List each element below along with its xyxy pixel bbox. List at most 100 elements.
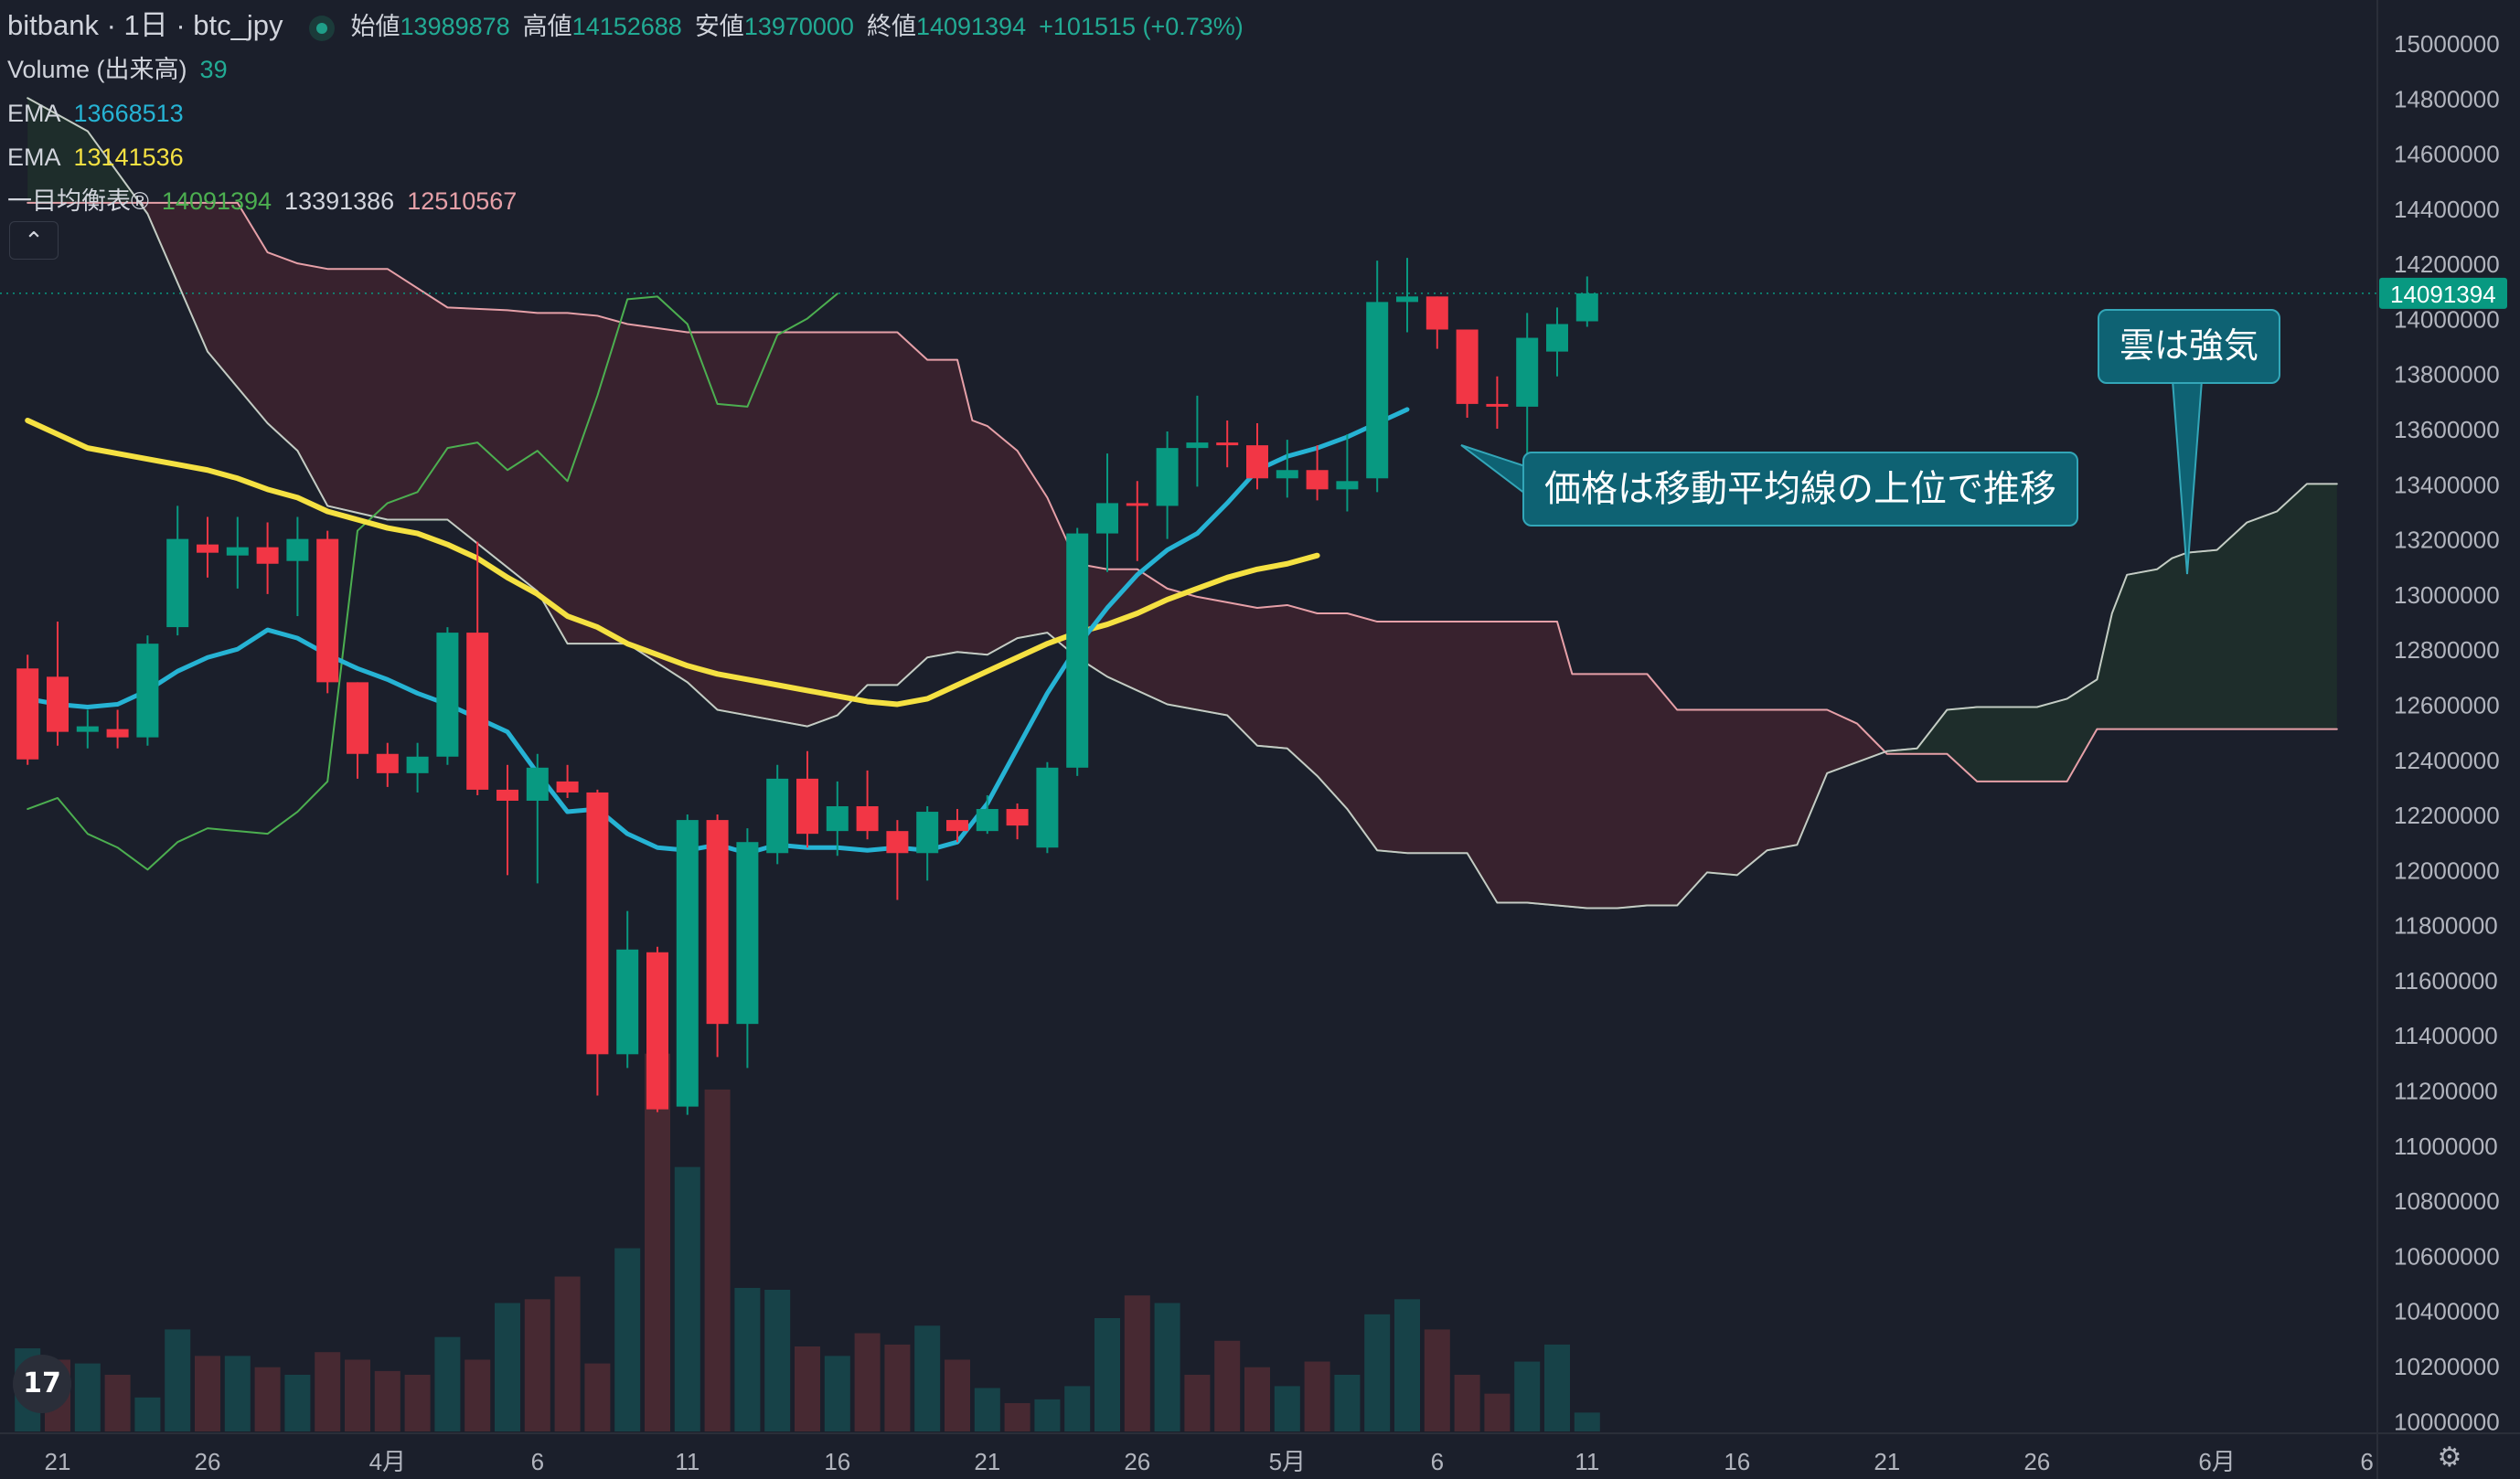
high-label: 高値 xyxy=(522,13,572,40)
x-tick-label: 26 xyxy=(1124,1448,1150,1475)
volume-bar xyxy=(645,1053,670,1431)
volume-bar xyxy=(224,1356,251,1431)
close-label: 終値 xyxy=(866,13,916,40)
candle xyxy=(406,742,429,793)
volume-bar xyxy=(795,1346,820,1431)
volume-value: 39 xyxy=(199,56,228,83)
ichimoku-legend[interactable]: 一目均衡表® 14091394 13391386 12510567 xyxy=(7,179,1244,223)
ichimoku-label: 一目均衡表® xyxy=(7,187,149,215)
candle-body xyxy=(106,729,129,738)
x-tick-label: 11 xyxy=(1575,1448,1599,1475)
candle xyxy=(166,505,189,636)
volume-bar xyxy=(165,1329,191,1431)
candle-body xyxy=(1426,296,1448,330)
volume-bar xyxy=(1484,1393,1511,1431)
symbol-title[interactable]: bitbank · 1日 · btc_jpy xyxy=(7,9,283,41)
y-tick-label: 10800000 xyxy=(2394,1187,2500,1215)
candle xyxy=(226,516,249,589)
volume-bar xyxy=(404,1375,431,1431)
cloud-callout[interactable]: 雲は強気 xyxy=(2098,309,2281,384)
candle-body xyxy=(497,789,518,801)
candle xyxy=(586,789,609,1096)
candle-body xyxy=(1186,442,1209,449)
candle xyxy=(886,820,909,900)
candle xyxy=(1186,395,1209,487)
volume-bar xyxy=(764,1290,791,1431)
x-tick-label: 11 xyxy=(675,1448,699,1475)
candlesticks xyxy=(16,258,1598,1115)
y-tick-label: 14400000 xyxy=(2394,196,2500,223)
candle-body xyxy=(706,820,729,1025)
volume-bar xyxy=(1154,1303,1180,1431)
volume-bar xyxy=(734,1287,761,1431)
x-tick-label: 16 xyxy=(824,1448,850,1475)
candle xyxy=(347,682,368,779)
y-tick-label: 15000000 xyxy=(2394,30,2500,58)
price-callout[interactable]: 価格は移動平均線の上位で推移 xyxy=(1522,452,2078,527)
volume-bar xyxy=(374,1370,400,1431)
candle xyxy=(376,742,399,787)
volume-bar xyxy=(614,1248,641,1431)
candle-body xyxy=(1546,324,1568,352)
last-price-label: 14091394 xyxy=(2390,281,2496,308)
candle xyxy=(1126,481,1148,561)
candle xyxy=(436,627,459,765)
y-tick-label: 10600000 xyxy=(2394,1242,2500,1270)
x-tick-label: 4月 xyxy=(369,1448,406,1475)
x-tick-label: 6 xyxy=(1431,1448,1444,1475)
volume-bar xyxy=(1544,1344,1570,1431)
candle-body xyxy=(736,842,759,1025)
candle-body xyxy=(1246,445,1268,479)
candle-body xyxy=(586,792,609,1055)
candle-body xyxy=(1456,329,1479,404)
volume-bars xyxy=(15,1053,1600,1431)
volume-bar xyxy=(195,1356,220,1431)
ema-slow-legend[interactable]: EMA 13141536 xyxy=(7,135,1244,179)
candle xyxy=(1156,431,1179,539)
candle-body xyxy=(16,668,39,760)
candle-body xyxy=(1575,293,1598,322)
volume-bar xyxy=(674,1166,700,1431)
candle xyxy=(76,709,99,749)
candle xyxy=(706,814,729,1058)
chart-legend: bitbank · 1日 · btc_jpy 始値13989878 高値141526… xyxy=(7,4,1244,223)
volume-bar xyxy=(1454,1375,1480,1431)
volume-bar xyxy=(524,1299,550,1431)
chevron-up-icon: ⌃ xyxy=(24,227,44,254)
volume-bar xyxy=(1274,1386,1300,1431)
volume-bar xyxy=(554,1276,581,1431)
candle xyxy=(556,764,579,798)
candle-body xyxy=(1096,503,1118,534)
y-tick-label: 11800000 xyxy=(2394,912,2498,940)
volume-bar xyxy=(345,1359,370,1431)
ema-fast-legend[interactable]: EMA 13668513 xyxy=(7,91,1244,135)
volume-bar xyxy=(914,1325,941,1431)
candle xyxy=(646,946,668,1112)
candle-body xyxy=(886,831,909,854)
candle-body xyxy=(1396,296,1418,303)
collapse-legend-button[interactable]: ⌃ xyxy=(9,221,59,260)
gear-icon[interactable]: ⚙ xyxy=(2437,1442,2462,1474)
volume-bar xyxy=(824,1356,850,1431)
candle-body xyxy=(1036,767,1059,848)
volume-bar xyxy=(1214,1340,1241,1431)
volume-bar xyxy=(1334,1375,1361,1431)
volume-bar xyxy=(1364,1314,1391,1431)
open-label: 始値 xyxy=(350,13,400,40)
candle xyxy=(526,753,549,884)
candle-body xyxy=(1336,481,1359,490)
open-value: 13989878 xyxy=(400,13,510,40)
x-tick-label: 21 xyxy=(1874,1448,1900,1475)
candle-body xyxy=(286,538,309,561)
volume-bar xyxy=(1184,1375,1211,1431)
tradingview-logo-icon[interactable]: 17 xyxy=(13,1355,71,1413)
candle-body xyxy=(1276,470,1298,479)
candle-body xyxy=(136,644,159,738)
market-status-icon xyxy=(308,15,335,41)
ema-slow-label: EMA xyxy=(7,144,61,171)
volume-bar xyxy=(1424,1329,1450,1431)
candle xyxy=(1276,440,1298,498)
candle-body xyxy=(256,547,279,564)
volume-legend[interactable]: Volume (出来高) 39 xyxy=(7,48,1244,91)
